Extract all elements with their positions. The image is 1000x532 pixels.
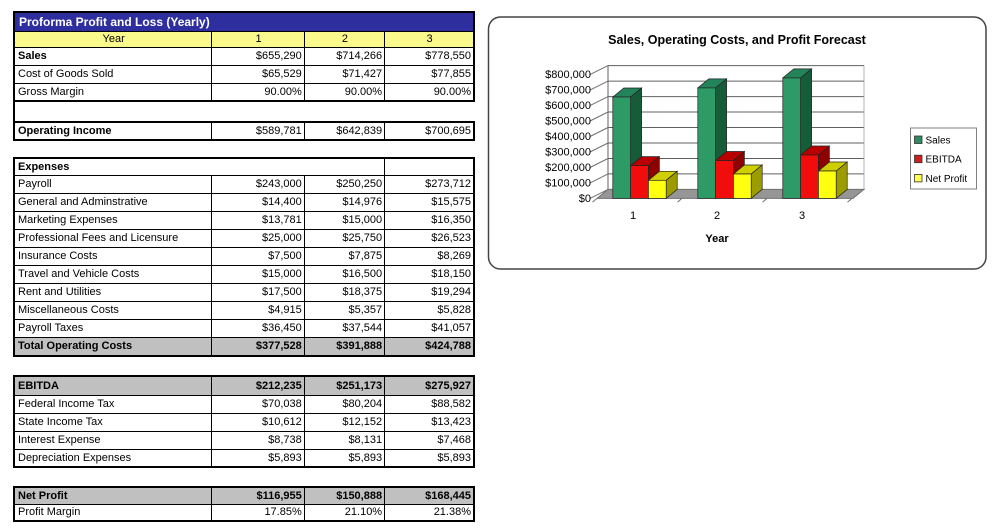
svg-text:Sales: Sales: [926, 136, 951, 147]
svg-text:$500,000: $500,000: [545, 116, 591, 128]
svg-text:$100,000: $100,000: [545, 177, 591, 189]
svg-text:$300,000: $300,000: [545, 147, 591, 159]
svg-text:$600,000: $600,000: [545, 100, 591, 112]
svg-text:Net Profit: Net Profit: [926, 174, 968, 185]
svg-text:1: 1: [630, 210, 636, 222]
svg-text:3: 3: [799, 210, 805, 222]
svg-text:$0: $0: [579, 193, 591, 205]
svg-text:$700,000: $700,000: [545, 85, 591, 97]
svg-text:$200,000: $200,000: [545, 162, 591, 174]
svg-text:2: 2: [714, 210, 720, 222]
svg-text:EBITDA: EBITDA: [926, 155, 962, 166]
svg-text:$400,000: $400,000: [545, 131, 591, 143]
svg-text:Sales, Operating Costs, and Pr: Sales, Operating Costs, and Profit Forec…: [608, 33, 867, 47]
svg-text:$800,000: $800,000: [545, 69, 591, 81]
svg-text:Year: Year: [705, 233, 729, 245]
